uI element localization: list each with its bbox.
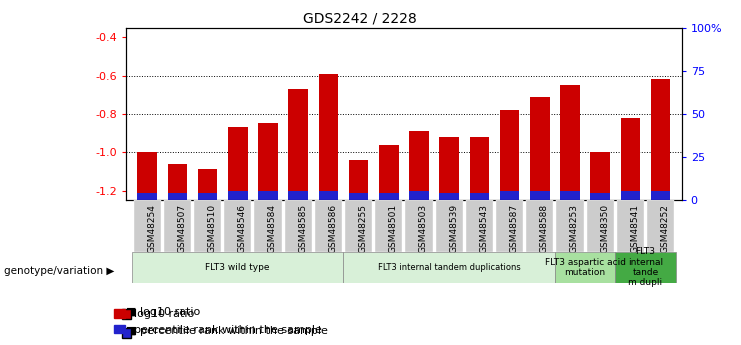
Text: FLT3 internal tandem duplications: FLT3 internal tandem duplications <box>378 263 520 272</box>
Bar <box>288 89 308 200</box>
FancyBboxPatch shape <box>466 200 493 252</box>
Bar <box>530 191 550 200</box>
Text: GSM48507: GSM48507 <box>177 204 186 253</box>
Text: GSM48350: GSM48350 <box>600 204 609 253</box>
Bar <box>228 191 247 200</box>
Bar <box>439 137 459 200</box>
FancyBboxPatch shape <box>345 200 372 252</box>
Bar <box>258 124 278 200</box>
Bar <box>137 152 157 200</box>
Bar <box>288 191 308 200</box>
FancyBboxPatch shape <box>315 200 342 252</box>
Bar <box>470 193 489 200</box>
FancyBboxPatch shape <box>526 200 554 252</box>
Text: FLT3 aspartic acid
mutation: FLT3 aspartic acid mutation <box>545 258 625 277</box>
FancyBboxPatch shape <box>405 200 433 252</box>
Bar <box>560 191 579 200</box>
Text: GSM48587: GSM48587 <box>510 204 519 253</box>
Bar <box>258 191 278 200</box>
Bar <box>530 97 550 200</box>
FancyBboxPatch shape <box>615 252 676 283</box>
Bar <box>651 191 671 200</box>
Text: GSM48253: GSM48253 <box>570 204 579 253</box>
Text: GSM48254: GSM48254 <box>147 204 156 253</box>
FancyBboxPatch shape <box>224 200 251 252</box>
Bar <box>349 193 368 200</box>
FancyBboxPatch shape <box>254 200 282 252</box>
Text: GSM48588: GSM48588 <box>539 204 549 253</box>
Bar <box>379 193 399 200</box>
Text: GSM48510: GSM48510 <box>207 204 216 253</box>
Legend: log10 ratio, percentile rank within the sample: log10 ratio, percentile rank within the … <box>109 305 326 339</box>
FancyBboxPatch shape <box>164 200 191 252</box>
Text: GSM48546: GSM48546 <box>238 204 247 253</box>
Bar <box>499 191 519 200</box>
FancyBboxPatch shape <box>647 200 674 252</box>
FancyBboxPatch shape <box>587 200 614 252</box>
Title: GDS2242 / 2228: GDS2242 / 2228 <box>302 11 416 25</box>
FancyBboxPatch shape <box>375 200 402 252</box>
Text: GSM48586: GSM48586 <box>328 204 337 253</box>
Text: GSM48503: GSM48503 <box>419 204 428 253</box>
FancyBboxPatch shape <box>285 200 312 252</box>
Text: GSM48501: GSM48501 <box>389 204 398 253</box>
Text: GSM48541: GSM48541 <box>631 204 639 253</box>
Bar <box>167 164 187 200</box>
Bar <box>439 193 459 200</box>
FancyBboxPatch shape <box>436 200 462 252</box>
Text: GSM48585: GSM48585 <box>298 204 307 253</box>
FancyBboxPatch shape <box>194 200 221 252</box>
Text: GSM48252: GSM48252 <box>660 204 670 253</box>
Text: GSM48255: GSM48255 <box>359 204 368 253</box>
Bar <box>379 145 399 200</box>
Bar <box>591 193 610 200</box>
Bar <box>409 131 429 200</box>
Bar <box>137 193 157 200</box>
Text: ■ log10 ratio: ■ log10 ratio <box>126 307 200 317</box>
Bar <box>560 85 579 200</box>
Bar <box>167 193 187 200</box>
FancyBboxPatch shape <box>555 252 615 283</box>
FancyBboxPatch shape <box>133 200 161 252</box>
FancyBboxPatch shape <box>496 200 523 252</box>
FancyBboxPatch shape <box>556 200 584 252</box>
Text: FLT3 wild type: FLT3 wild type <box>205 263 270 272</box>
Bar <box>319 191 338 200</box>
FancyBboxPatch shape <box>343 252 555 283</box>
Text: FLT3
internal
tande
m dupli: FLT3 internal tande m dupli <box>628 247 663 287</box>
Bar <box>198 169 217 200</box>
Text: GSM48584: GSM48584 <box>268 204 277 253</box>
Bar <box>349 160 368 200</box>
Bar <box>228 127 247 200</box>
Bar <box>499 110 519 200</box>
Bar <box>409 191 429 200</box>
Text: genotype/variation ▶: genotype/variation ▶ <box>4 266 115 276</box>
Bar <box>470 137 489 200</box>
Text: GSM48539: GSM48539 <box>449 204 458 253</box>
Bar <box>620 118 640 200</box>
Text: ■ percentile rank within the sample: ■ percentile rank within the sample <box>126 326 328 336</box>
Bar <box>651 79 671 200</box>
Bar <box>198 193 217 200</box>
Bar <box>319 73 338 200</box>
Bar <box>620 191 640 200</box>
Text: GSM48543: GSM48543 <box>479 204 488 253</box>
FancyBboxPatch shape <box>132 252 343 283</box>
FancyBboxPatch shape <box>617 200 644 252</box>
Bar <box>591 152 610 200</box>
